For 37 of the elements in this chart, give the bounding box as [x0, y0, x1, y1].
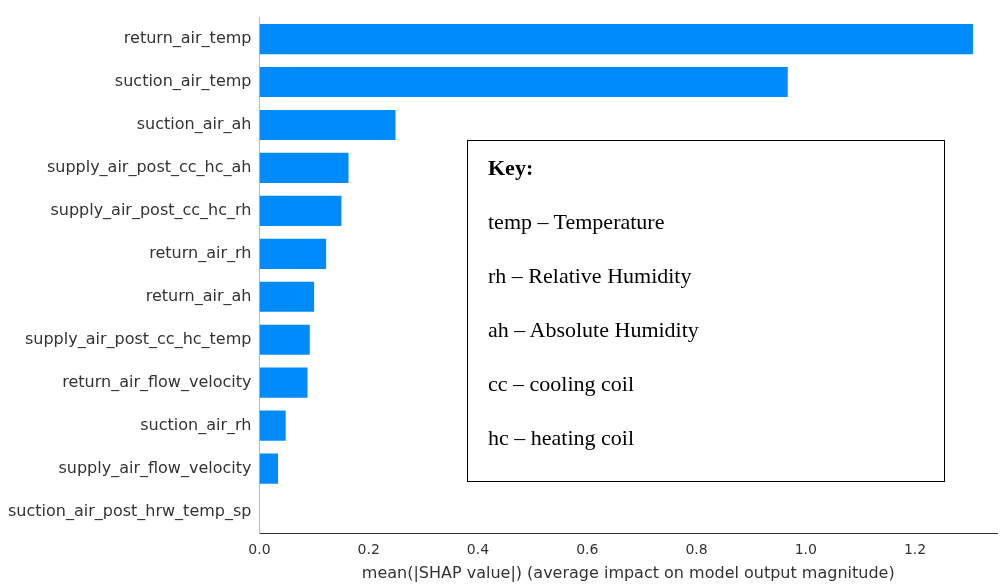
y-tick-label: suction_air_temp [114, 71, 252, 92]
y-tick-label: return_air_flow_velocity [62, 371, 252, 392]
annotation: Key: [488, 154, 535, 182]
bar [259, 367, 308, 398]
annotation: temp – Temperature [488, 208, 666, 236]
bar [259, 410, 286, 441]
bar [259, 281, 315, 312]
annotation: hc – heating coil [488, 424, 635, 452]
x-tick-label: 1.2 [903, 541, 927, 558]
y-tick-label: return_air_temp [123, 28, 252, 49]
bar [259, 324, 310, 355]
bar [259, 152, 349, 183]
annotation: ah – Absolute Humidity [488, 316, 700, 344]
y-tick-label: supply_air_post_cc_hc_temp [24, 328, 252, 349]
x-tick-label: 0.6 [576, 541, 599, 558]
bar [259, 238, 327, 269]
annotation: cc – cooling coil [488, 370, 635, 398]
y-tick-label: return_air_ah [145, 285, 252, 306]
y-tick-label: supply_air_flow_velocity [58, 457, 252, 478]
x-axis-title: mean(|SHAP value|) (average impact on model output magnitude) [361, 562, 895, 582]
y-tick-label: suction_air_rh [140, 414, 252, 435]
x-tick-label: 0.8 [685, 541, 708, 558]
y-tick-label: return_air_rh [149, 242, 252, 263]
bar [259, 109, 396, 141]
y-tick-label: suction_air_ah [136, 114, 252, 135]
bar [259, 66, 788, 98]
bar [259, 195, 342, 226]
annotation: rh – Relative Humidity [488, 262, 693, 290]
y-tick-label: supply_air_post_cc_hc_ah [46, 157, 252, 178]
bar [259, 453, 279, 484]
bar [259, 24, 973, 55]
y-tick-label: suction_air_post_hrw_temp_sp [7, 500, 252, 521]
x-tick-label: 0.2 [357, 541, 380, 558]
y-tick-label: supply_air_post_cc_hc_rh [50, 200, 252, 221]
x-tick-label: 0.0 [248, 541, 271, 558]
x-tick-label: 1.0 [794, 541, 817, 558]
x-tick-label: 0.4 [466, 541, 490, 558]
